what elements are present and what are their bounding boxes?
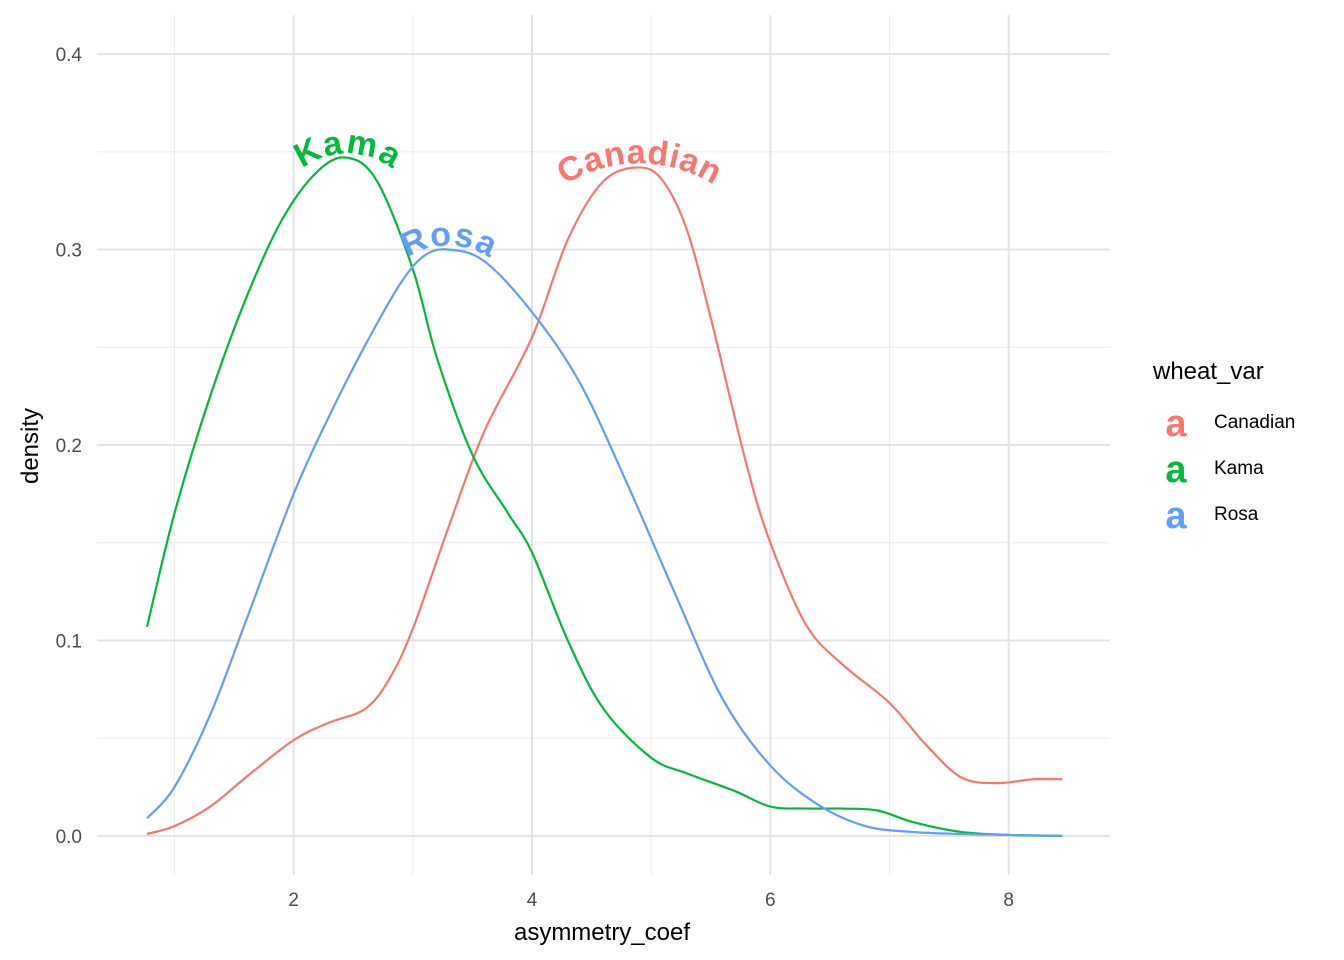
x-tick-label: 4 — [527, 890, 538, 911]
curve-label-rosa: Rosa — [395, 215, 504, 265]
x-tick-label: 2 — [288, 890, 299, 911]
major-gridlines — [97, 15, 1110, 875]
curve-label-canadian: Canadian — [551, 133, 728, 191]
y-tick-label: 0.4 — [56, 45, 83, 66]
x-tick-label: 8 — [1003, 890, 1014, 911]
y-tick-label: 0.3 — [56, 241, 82, 262]
minor-gridlines — [97, 15, 1110, 875]
legend-title: wheat_var — [1152, 358, 1264, 385]
curve-labels: Canadian Kama Rosa — [288, 123, 728, 265]
curve-label-text-rosa: Rosa — [395, 215, 504, 265]
curve-label-text-kama: Kama — [288, 123, 409, 176]
curve-label-text-canadian: Canadian — [551, 133, 728, 191]
y-tick-label: 0.2 — [56, 436, 82, 457]
series-line-kama — [145, 156, 1063, 838]
legend-label-kama: Kama — [1214, 458, 1264, 479]
legend-key-kama: a — [1165, 449, 1187, 491]
series-line-rosa — [146, 248, 1063, 838]
y-tick-label: 0.1 — [56, 631, 82, 652]
x-axis-tick-labels: 2 4 6 8 — [288, 890, 1014, 911]
series-line-canadian — [146, 166, 1063, 836]
legend: wheat_var a Canadian a Kama a Rosa — [1152, 358, 1295, 537]
density-curves — [145, 156, 1063, 838]
legend-key-canadian: a — [1165, 403, 1187, 445]
y-axis-tick-labels: 0.0 0.1 0.2 0.3 0.4 — [56, 45, 83, 848]
x-tick-label: 6 — [765, 890, 776, 911]
legend-label-canadian: Canadian — [1214, 412, 1295, 433]
y-tick-label: 0.0 — [56, 827, 82, 848]
legend-key-rosa: a — [1165, 495, 1187, 537]
legend-label-rosa: Rosa — [1214, 504, 1259, 525]
y-axis-title: density — [17, 408, 44, 484]
curve-label-kama: Kama — [288, 123, 409, 176]
x-axis-title: asymmetry_coef — [514, 919, 690, 946]
